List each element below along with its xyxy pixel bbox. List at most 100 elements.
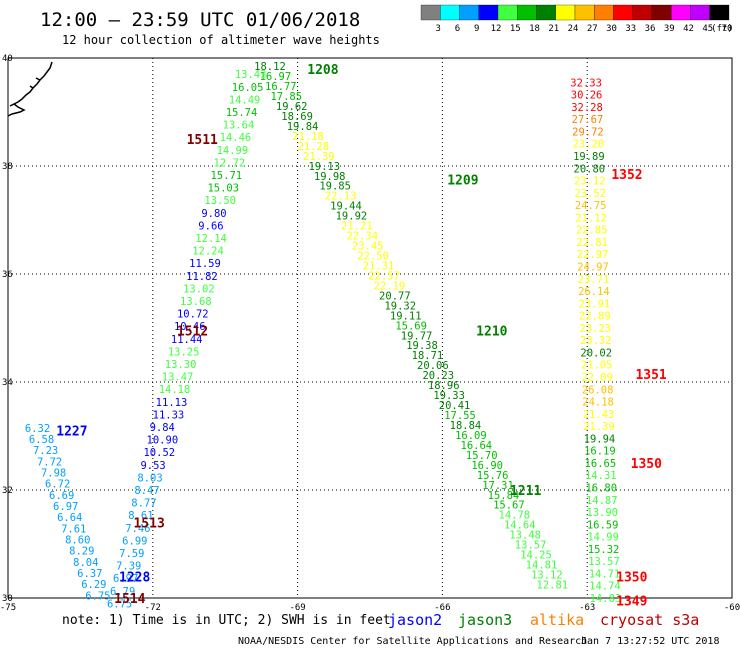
wave-height-value: 11.82 — [186, 271, 218, 283]
wave-height-value: 19.13 — [308, 161, 340, 173]
pass-label: 1210 — [476, 325, 507, 340]
wave-height-value: 24.97 — [577, 261, 609, 273]
legend-label: 70 — [722, 24, 733, 34]
wave-height-value: 13.90 — [586, 507, 618, 519]
wave-height-value: 19.85 — [319, 181, 351, 193]
wave-height-value: 19.84 — [287, 121, 319, 133]
wave-height-value: 26.14 — [578, 286, 610, 298]
wave-height-value: 18.84 — [450, 420, 482, 432]
wave-height-value: 18.12 — [254, 61, 286, 73]
wave-height-value: 14.83 — [590, 593, 622, 605]
wave-height-value: 21.28 — [298, 141, 330, 153]
legend-swatch — [690, 4, 710, 21]
wave-height-value: 13.57 — [515, 540, 547, 552]
footer-timestamp: Jan 7 13:27:52 UTC 2018 — [581, 636, 719, 647]
wave-height-value: 21.31 — [363, 260, 395, 272]
wave-height-value: 20.41 — [439, 400, 471, 412]
wave-height-value: 19.44 — [330, 201, 362, 213]
wave-height-value: 16.77 — [265, 81, 297, 93]
wave-height-value: 11.44 — [171, 334, 203, 346]
wave-height-value: 16.97 — [260, 71, 292, 83]
x-tick-label: -69 — [289, 603, 305, 613]
pass-label: 1352 — [611, 168, 642, 183]
wave-height-value: 6.64 — [57, 512, 82, 524]
wave-height-value: 14.49 — [229, 94, 261, 106]
wave-height-value: 6.37 — [77, 568, 102, 580]
wave-height-value: 7.23 — [33, 445, 58, 457]
wave-height-value: 19.11 — [390, 310, 422, 322]
wave-height-value: 22.19 — [374, 280, 406, 292]
y-tick-label: 38 — [2, 162, 13, 172]
legend-label: 42 — [683, 24, 694, 34]
wave-height-value: 7.61 — [61, 523, 86, 535]
wave-height-value: 6.58 — [29, 434, 54, 446]
pass-label: 1514 — [114, 592, 145, 607]
wave-height-value: 9.53 — [140, 460, 165, 472]
wave-height-value: 22.81 — [576, 237, 608, 249]
y-tick-label: 30 — [2, 594, 13, 604]
wave-height-value: 14.74 — [589, 581, 621, 593]
wave-height-value: 23.45 — [352, 241, 384, 253]
satellite-name: jason2 — [388, 611, 442, 629]
wave-height-value: 27.67 — [572, 114, 604, 126]
satellite-legend: jason2 jason3 altika cryosat s3a — [388, 611, 699, 629]
wave-height-value: 17.31 — [482, 480, 514, 492]
wave-height-value: 14.64 — [504, 520, 536, 532]
wave-height-value: 14.78 — [499, 510, 531, 522]
wave-height-value: 13.68 — [180, 296, 212, 308]
legend-swatch — [594, 4, 614, 21]
wave-height-value: 13.02 — [183, 283, 215, 295]
coastline-outline — [7, 61, 53, 117]
wave-height-value: 13.64 — [223, 120, 255, 132]
wave-height-value: 17.55 — [444, 410, 476, 422]
wave-height-value: 6.75 — [107, 598, 132, 610]
wave-height-value: 18.69 — [281, 111, 313, 123]
wave-height-value: 6.75 — [85, 590, 110, 602]
legend-label: 39 — [664, 24, 675, 34]
wave-height-value: 19.33 — [433, 390, 465, 402]
legend-label: 27 — [587, 24, 598, 34]
legend-swatch — [517, 4, 537, 21]
wave-height-value: 20.23 — [422, 370, 454, 382]
chart-title: 12:00 – 23:59 UTC 01/06/2018 — [40, 9, 360, 31]
y-tick-label: 34 — [2, 378, 13, 388]
wave-height-value: 9.84 — [150, 422, 175, 434]
wave-height-value: 8.47 — [134, 485, 159, 497]
wave-height-value: 29.72 — [572, 126, 604, 138]
wave-height-value: 16.59 — [587, 519, 619, 531]
wave-height-value: 10.46 — [174, 321, 206, 333]
wave-height-value: 22.09 — [581, 372, 613, 384]
wave-height-value: 23.20 — [573, 139, 605, 151]
wave-height-value: 23.91 — [579, 298, 611, 310]
wave-height-value: 23.23 — [580, 323, 612, 335]
legend-swatch — [613, 4, 633, 21]
wave-height-value: 14.71 — [589, 568, 621, 580]
satellite-name: cryosat s3a — [600, 611, 699, 629]
wave-height-value: 7.98 — [41, 468, 66, 480]
pass-label: 1512 — [177, 325, 208, 340]
wave-height-value: 9.66 — [198, 220, 223, 232]
wave-height-value: 11.59 — [189, 258, 221, 270]
wave-height-value: 14.18 — [159, 384, 191, 396]
wave-height-value: 6.97 — [53, 501, 78, 513]
wave-height-value: 14.99 — [217, 145, 249, 157]
wave-height-value: 15.67 — [493, 500, 525, 512]
wave-height-value: 17.85 — [270, 91, 302, 103]
wave-height-value: 9.80 — [201, 208, 226, 220]
wave-height-value: 13.50 — [204, 195, 236, 207]
wave-height-value: 7.39 — [116, 561, 141, 573]
wave-height-value: 20.02 — [580, 347, 612, 359]
wave-height-value: 6.29 — [81, 579, 106, 591]
wave-height-value: 20.80 — [574, 163, 606, 175]
wave-height-value: 20.06 — [417, 360, 449, 372]
legend-label: 9 — [474, 24, 479, 34]
wave-height-value: 23.52 — [574, 188, 606, 200]
pass-label: 1227 — [56, 425, 87, 440]
legend-label: 3 — [436, 24, 441, 34]
wave-height-value: 21.05 — [581, 360, 613, 372]
wave-height-value: 13.48 — [509, 530, 541, 542]
x-tick-label: -63 — [579, 603, 595, 613]
pass-label: 1350 — [616, 570, 647, 585]
satellite-name: altika — [530, 611, 584, 629]
